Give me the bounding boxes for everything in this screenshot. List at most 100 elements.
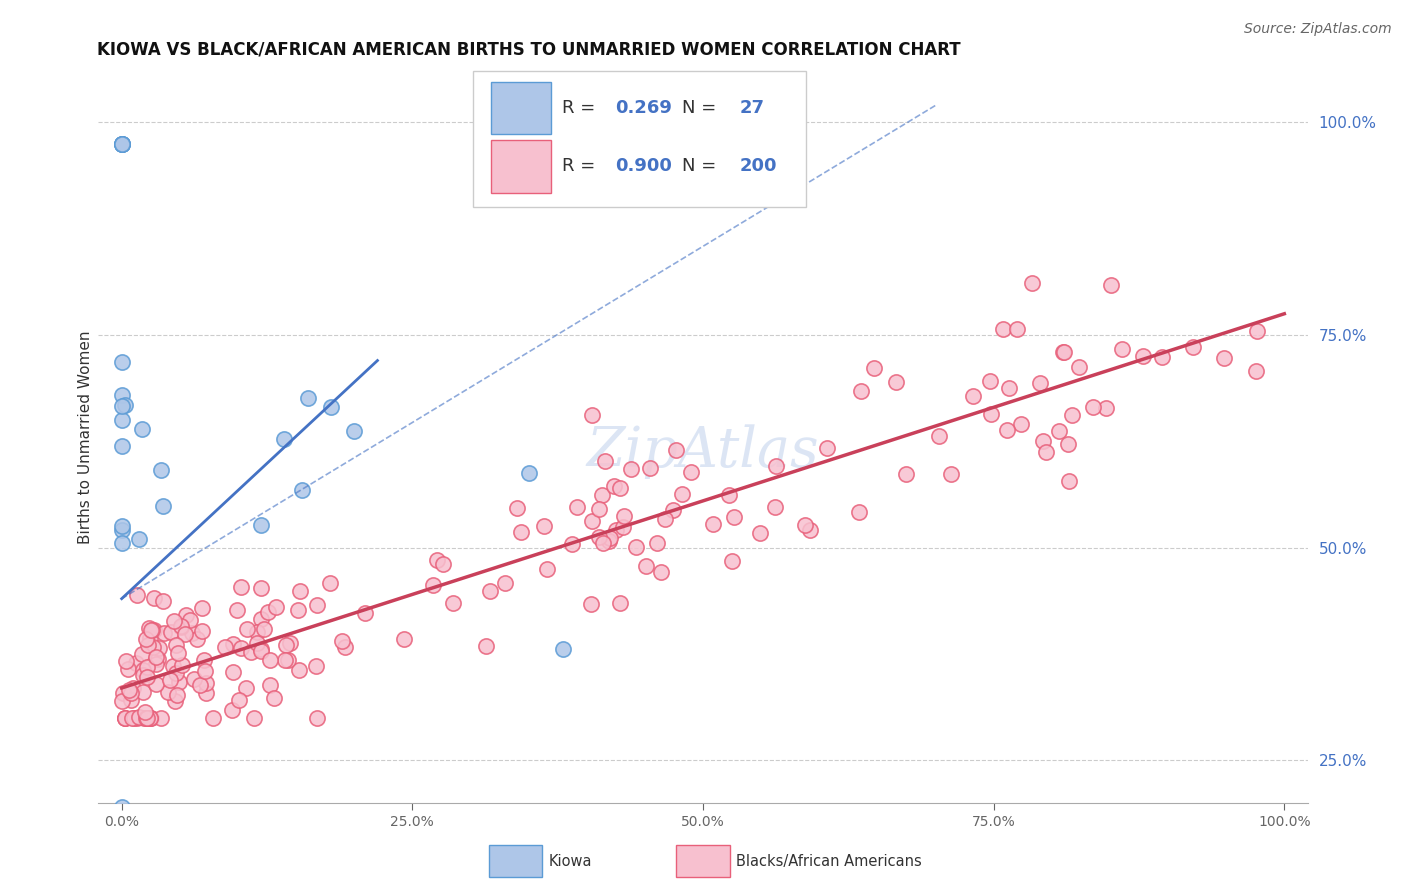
Point [143,591,166,606]
Point [291,483,314,497]
Point [111,439,134,453]
Point [1244,364,1267,378]
Point [222,665,245,680]
Point [132,685,155,699]
Point [998,381,1021,395]
Point [111,686,134,700]
Point [152,499,174,513]
Point [139,711,162,725]
Text: Kiowa: Kiowa [548,854,592,869]
Point [149,463,172,477]
Point [127,711,149,725]
Point [145,649,167,664]
Point [121,711,143,725]
Point [1035,444,1057,458]
Point [288,583,311,598]
Point [851,384,873,398]
Point [195,675,218,690]
Point [634,559,657,574]
Point [170,657,193,672]
Point [991,321,1014,335]
Point [997,423,1019,437]
Point [118,683,141,698]
Point [273,432,295,446]
Point [591,488,613,502]
Text: 27: 27 [740,99,765,117]
Point [131,422,153,436]
Point [131,648,153,662]
Point [305,711,328,725]
Point [240,645,263,659]
Point [259,677,281,691]
Point [962,389,984,403]
Point [128,532,150,546]
Point [183,673,205,687]
Point [330,634,353,648]
Point [250,517,273,532]
Point [122,711,145,725]
Text: 200: 200 [740,158,776,176]
Point [174,608,197,623]
Point [139,711,162,725]
Point [1010,417,1032,432]
Point [128,709,150,723]
Point [287,603,309,617]
Point [1152,350,1174,364]
Point [612,520,634,534]
Point [319,576,342,591]
Point [153,626,176,640]
Point [494,575,516,590]
Point [815,441,838,455]
Point [1032,434,1054,448]
Point [553,641,575,656]
Point [222,637,245,651]
Point [159,673,181,687]
Point [297,391,319,405]
Point [111,800,134,814]
Point [1029,376,1052,390]
Point [257,605,280,619]
Point [111,136,134,151]
Point [253,622,276,636]
Point [1056,436,1078,450]
Text: R =: R = [561,99,595,117]
Point [114,711,136,725]
Point [136,670,159,684]
Point [626,541,648,555]
Point [650,565,672,579]
Point [145,677,167,691]
Point [588,502,610,516]
Point [645,536,668,550]
Point [613,509,636,524]
Point [426,553,449,567]
Point [662,503,685,517]
Point [163,615,186,629]
Point [1081,400,1104,414]
Point [250,581,273,595]
Point [263,691,285,706]
Point [506,500,529,515]
Point [749,526,772,541]
Point [167,646,190,660]
Point [150,711,173,725]
Point [229,640,252,655]
Point [191,624,214,639]
Point [1057,474,1080,488]
Point [152,594,174,608]
Point [194,664,217,678]
Point [132,668,155,682]
Point [120,693,142,707]
Point [517,467,540,481]
Text: N =: N = [682,99,717,117]
Point [392,632,415,647]
Point [277,652,299,666]
Point [145,657,167,672]
Point [671,487,693,501]
Point [114,398,136,412]
Point [1213,351,1236,365]
Point [141,623,163,637]
Point [422,578,444,592]
Point [288,664,311,678]
Point [236,622,259,636]
FancyBboxPatch shape [492,81,551,135]
